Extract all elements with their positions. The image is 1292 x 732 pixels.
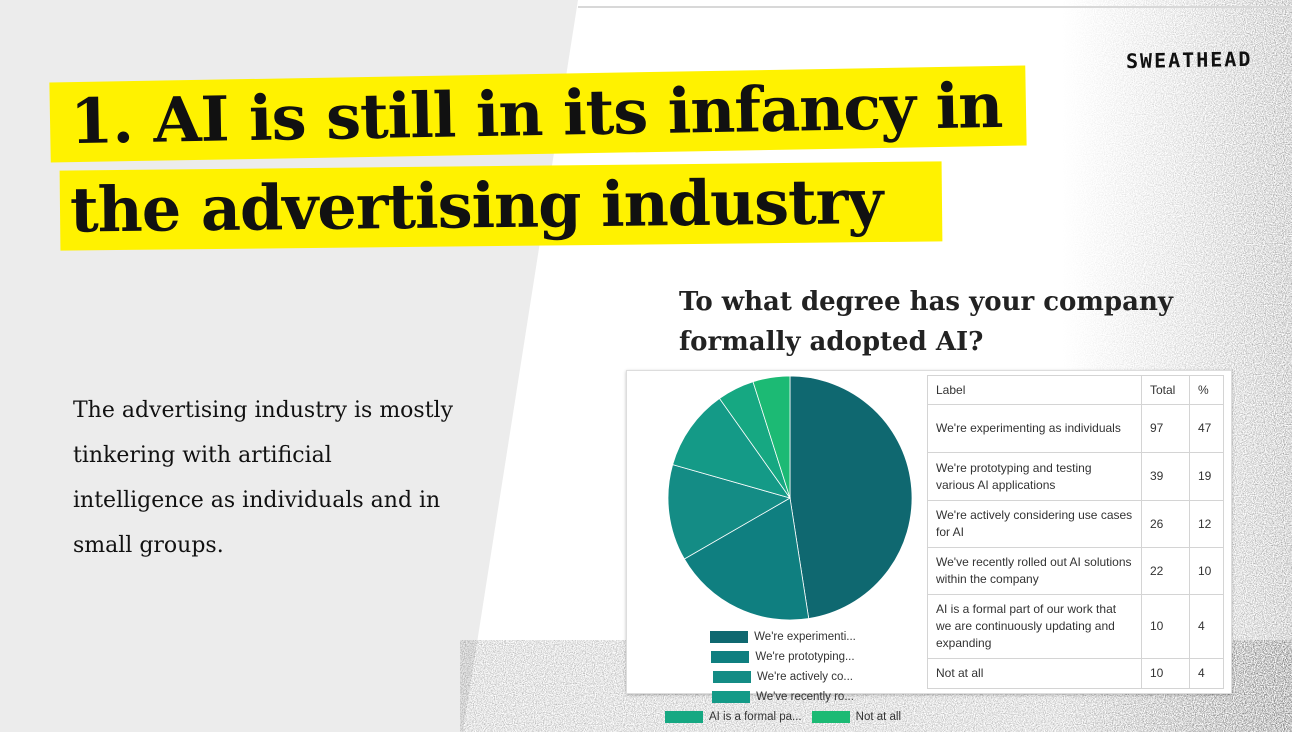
- row-total: 10: [1141, 594, 1190, 659]
- legend-swatch: [710, 631, 749, 643]
- table-header-row: Label Total %: [927, 375, 1224, 405]
- legend-item: We're actively co...: [713, 669, 853, 685]
- chart-legend: We're experimenti... We're prototyping...…: [635, 627, 931, 727]
- pie-slice-1: [789, 375, 913, 620]
- pie-chart: [667, 375, 913, 621]
- row-percent: 4: [1189, 594, 1224, 659]
- legend-item: We're experimenti...: [710, 629, 856, 645]
- header-label: Label: [927, 375, 1142, 405]
- row-percent: 19: [1189, 452, 1224, 501]
- header-total: Total: [1141, 375, 1190, 405]
- brand-logo: SWEATHEAD: [1125, 46, 1253, 74]
- survey-card: We're experimenti... We're prototyping...…: [626, 370, 1232, 723]
- row-label: Not at all: [927, 658, 1142, 689]
- legend-swatch: [713, 671, 752, 683]
- legend-swatch: [712, 691, 751, 703]
- table-row: We're actively considering use cases for…: [927, 500, 1224, 548]
- row-total: 10: [1141, 658, 1190, 689]
- row-percent: 4: [1189, 658, 1224, 689]
- legend-item: We're prototyping...: [711, 649, 855, 665]
- results-table: Label Total % We're experimenting as ind…: [927, 375, 1224, 689]
- row-total: 26: [1141, 500, 1190, 548]
- table-row: We're experimenting as individuals 97 47: [927, 404, 1224, 453]
- legend-swatch: [711, 651, 750, 663]
- headline-line-1: 1. AI is still in its infancy in: [49, 65, 1027, 163]
- legend-item: Not at all: [811, 709, 902, 725]
- body-paragraph: The advertising industry is mostly tinke…: [73, 398, 454, 558]
- chart-question-title: To what degree has your company formally…: [679, 287, 1173, 357]
- header-percent: %: [1189, 375, 1224, 405]
- top-rule: [578, 6, 1292, 8]
- row-label: We're actively considering use cases for…: [927, 500, 1142, 548]
- row-label: AI is a formal part of our work that we …: [927, 594, 1142, 659]
- legend-swatch: [664, 711, 703, 723]
- legend-label: Not at all: [855, 711, 902, 723]
- table-row: AI is a formal part of our work that we …: [927, 594, 1224, 659]
- row-label: We're prototyping and testing various AI…: [927, 452, 1142, 501]
- legend-label: We're actively co...: [757, 671, 853, 683]
- pie-slice-6: [752, 375, 791, 499]
- row-total: 97: [1141, 404, 1190, 453]
- headline-line-2: the advertising industry: [59, 161, 943, 251]
- legend-label: We're prototyping...: [755, 651, 855, 663]
- row-total: 22: [1141, 547, 1190, 595]
- row-percent: 10: [1189, 547, 1224, 595]
- table-row: Not at all 10 4: [927, 658, 1224, 689]
- table-row: We've recently rolled out AI solutions w…: [927, 547, 1224, 595]
- pie-slice-3: [667, 464, 792, 560]
- table-row: We're prototyping and testing various AI…: [927, 452, 1224, 501]
- row-label: We've recently rolled out AI solutions w…: [927, 547, 1142, 595]
- legend-label: We're experimenti...: [754, 631, 856, 643]
- legend-item: We've recently ro...: [712, 689, 854, 705]
- row-percent: 12: [1189, 500, 1224, 548]
- legend-item: AI is a formal pa...: [664, 709, 802, 725]
- legend-swatch: [811, 711, 850, 723]
- pie-slice-4: [672, 397, 791, 499]
- row-label: We're experimenting as individuals: [927, 404, 1142, 453]
- legend-label: We've recently ro...: [756, 691, 854, 703]
- legend-label: AI is a formal pa...: [708, 711, 802, 723]
- pie-slice-2: [683, 497, 810, 621]
- row-total: 39: [1141, 452, 1190, 501]
- row-percent: 47: [1189, 404, 1224, 453]
